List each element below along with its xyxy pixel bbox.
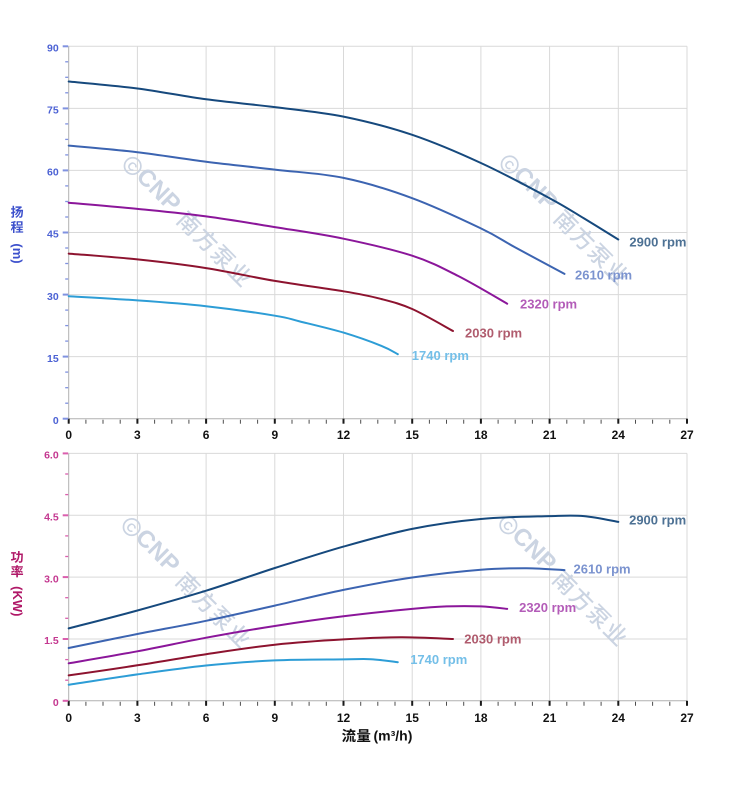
svg-text:15: 15	[406, 428, 420, 442]
svg-text:30: 30	[47, 291, 59, 303]
svg-text:75: 75	[47, 105, 59, 117]
svg-text:2900 rpm: 2900 rpm	[629, 235, 686, 250]
svg-text:(m): (m)	[10, 243, 25, 263]
svg-text:9: 9	[271, 711, 278, 725]
svg-text:0: 0	[65, 711, 72, 725]
svg-text:0: 0	[65, 428, 72, 442]
svg-text:3: 3	[134, 711, 141, 725]
svg-text:6.0: 6.0	[44, 450, 59, 462]
svg-text:1.5: 1.5	[44, 635, 59, 647]
svg-text:24: 24	[612, 711, 626, 725]
svg-text:2610 rpm: 2610 rpm	[575, 267, 632, 282]
svg-text:15: 15	[47, 353, 59, 365]
svg-text:0: 0	[53, 415, 59, 427]
svg-text:3: 3	[134, 428, 141, 442]
svg-text:90: 90	[47, 43, 59, 55]
svg-text:9: 9	[271, 428, 278, 442]
svg-text:6: 6	[203, 428, 210, 442]
svg-text:2610 rpm: 2610 rpm	[574, 561, 631, 576]
svg-text:21: 21	[543, 428, 557, 442]
svg-text:27: 27	[680, 711, 694, 725]
svg-text:1740 rpm: 1740 rpm	[412, 348, 469, 363]
svg-text:21: 21	[543, 711, 557, 725]
svg-text:12: 12	[337, 428, 351, 442]
svg-text:3.0: 3.0	[44, 573, 59, 585]
svg-text:(KW): (KW)	[10, 586, 25, 616]
svg-text:1740 rpm: 1740 rpm	[410, 652, 467, 667]
svg-text:2030 rpm: 2030 rpm	[465, 326, 522, 341]
svg-text:2030 rpm: 2030 rpm	[464, 631, 521, 646]
svg-text:18: 18	[474, 711, 488, 725]
svg-text:12: 12	[337, 711, 351, 725]
svg-text:15: 15	[406, 711, 420, 725]
svg-text:27: 27	[680, 428, 694, 442]
svg-text:45: 45	[47, 229, 59, 241]
svg-text:24: 24	[612, 428, 626, 442]
svg-text:0: 0	[53, 697, 59, 709]
svg-text:(m³/h): (m³/h)	[374, 728, 413, 744]
svg-text:6: 6	[203, 711, 210, 725]
svg-text:2900 rpm: 2900 rpm	[629, 513, 686, 528]
svg-text:2320 rpm: 2320 rpm	[519, 600, 576, 615]
svg-text:18: 18	[474, 428, 488, 442]
svg-text:4.5: 4.5	[44, 512, 59, 524]
svg-text:60: 60	[47, 167, 59, 179]
svg-text:2320 rpm: 2320 rpm	[520, 296, 577, 311]
